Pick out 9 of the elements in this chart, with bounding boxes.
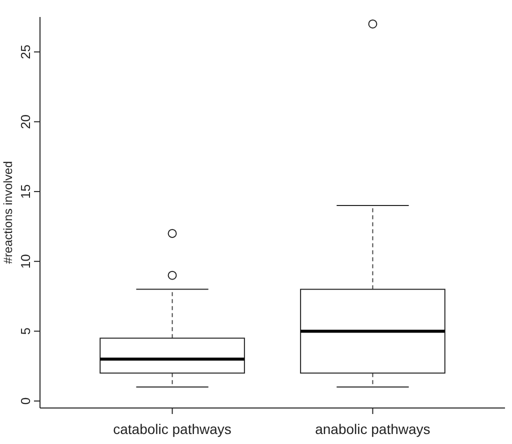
y-tick-label: 25 [18,44,33,60]
y-tick-label: 0 [18,397,33,405]
y-tick-label: 20 [18,114,33,129]
y-axis-title: #reactions involved [1,161,15,264]
y-tick-label: 15 [18,184,33,199]
x-tick-label: catabolic pathways [113,421,232,437]
y-tick-label: 10 [18,254,33,269]
y-tick-label: 5 [18,328,33,335]
x-tick-label: anabolic pathways [315,421,430,437]
